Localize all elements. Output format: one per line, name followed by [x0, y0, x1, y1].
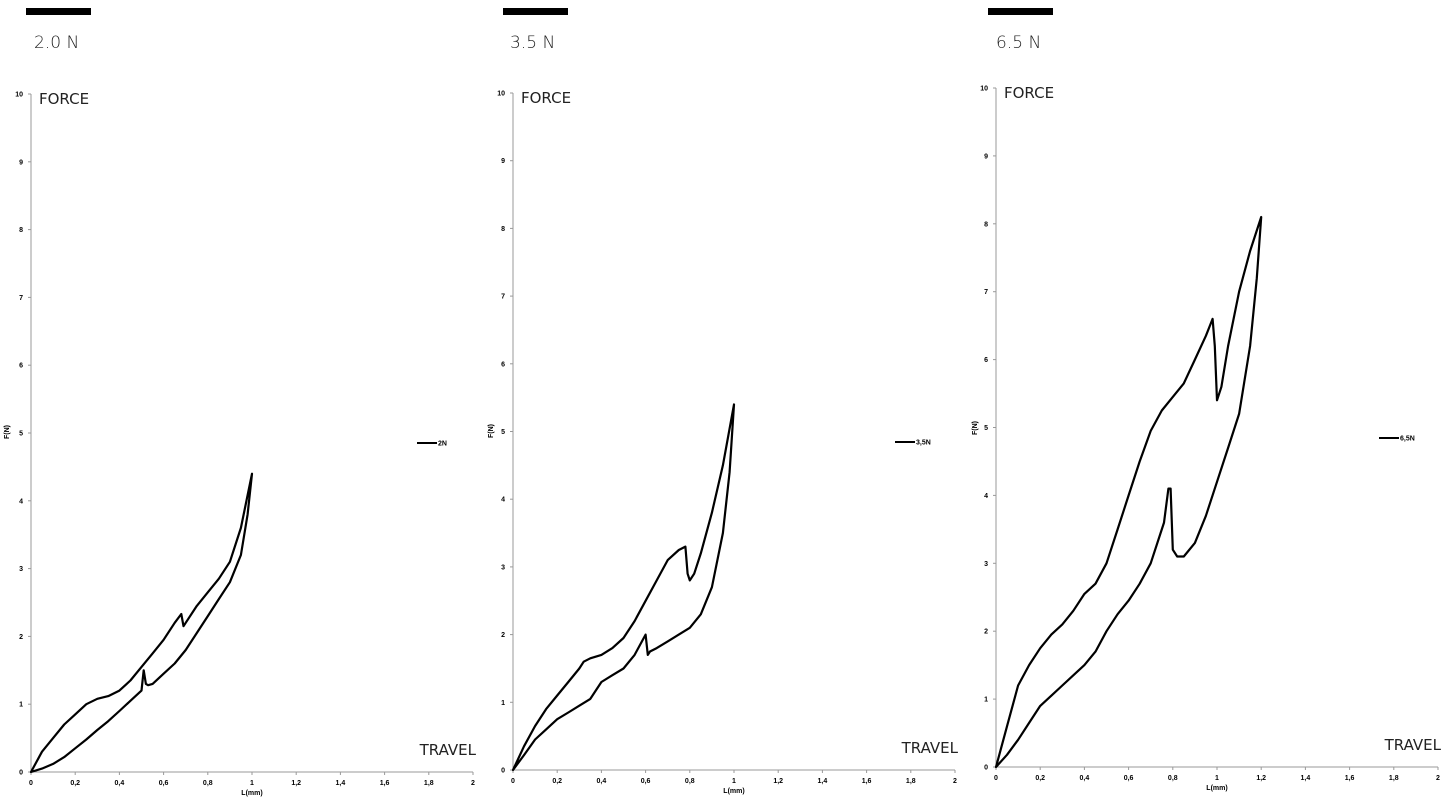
y-axis-label: F(N)	[4, 425, 11, 439]
y-tick-label: 2	[501, 632, 505, 639]
x-tick-label: 0,4	[597, 778, 607, 785]
force-label: FORCE	[1004, 84, 1054, 102]
y-tick-label: 2	[984, 629, 988, 636]
force-label: FORCE	[39, 90, 89, 108]
x-tick-label: 0,6	[641, 778, 651, 785]
force-travel-chart: 0 0,2 0,4 0,6 0,8 1 1,2 1,4 1,6 1,8 2 0 1 2 3 4 5 6 7 8 9 10 L…	[4, 90, 477, 797]
series-line	[29, 472, 254, 774]
y-tick-label: 0	[501, 768, 505, 775]
x-tick-label: 1,6	[1345, 775, 1355, 782]
x-tick-label: 1,8	[906, 778, 916, 785]
y-tick-label: 4	[984, 493, 988, 500]
y-tick-label: 4	[19, 498, 23, 505]
y-tick-label: 10	[15, 92, 23, 99]
y-tick-label: 5	[984, 425, 988, 432]
chart-panel-3: 6.5 N 0 0,2 0,4 0,6 0,8 1 1,2 1,4 1,6 1,8 2 0 1 2 3 4 5 6…	[968, 0, 1451, 798]
y-tick-label: 3	[984, 561, 988, 568]
chart-panel-2: 3.5 N 0 0,2 0,4 0,6 0,8 1 1,2 1,4 1,6 1,8 2 0 1 2 3 4 5 6…	[484, 0, 968, 798]
y-tick-label: 10	[497, 91, 505, 98]
x-tick-label: 1,4	[818, 778, 828, 785]
y-tick-label: 0	[984, 765, 988, 772]
y-tick-label: 8	[19, 227, 23, 234]
y-tick-label: 4	[501, 497, 505, 504]
y-tick-label: 6	[19, 363, 23, 370]
y-tick-label: 9	[501, 158, 505, 165]
x-tick-label: 1,2	[291, 780, 301, 787]
travel-label: TRAVEL	[1384, 736, 1442, 754]
x-tick-label: 1,2	[1256, 775, 1266, 782]
rating-bar	[988, 8, 1053, 15]
y-tick-label: 5	[501, 429, 505, 436]
x-tick-label: 1,2	[773, 778, 783, 785]
force-travel-chart: 0 0,2 0,4 0,6 0,8 1 1,2 1,4 1,6 1,8 2 0 1 2 3 4 5 6 7 8 9 10 L…	[972, 84, 1442, 792]
x-tick-label: 1	[250, 780, 254, 787]
x-tick-label: 1,6	[380, 780, 390, 787]
x-tick-label: 0,8	[685, 778, 695, 785]
rating-bar	[503, 8, 568, 15]
x-tick-label: 1,4	[336, 780, 346, 787]
y-tick-label: 1	[984, 697, 988, 704]
x-tick-label: 0,4	[1080, 775, 1090, 782]
x-tick-label: 0	[511, 778, 515, 785]
force-travel-chart: 0 0,2 0,4 0,6 0,8 1 1,2 1,4 1,6 1,8 2 0 1 2 3 4 5 6 7 8 9 10 L…	[488, 89, 959, 795]
x-tick-label: 1,8	[1389, 775, 1399, 782]
force-label: FORCE	[521, 89, 571, 107]
y-tick-label: 10	[980, 86, 988, 93]
x-tick-label: 0,2	[1035, 775, 1045, 782]
legend-label: 2N	[438, 441, 447, 448]
y-axis-label: F(N)	[488, 424, 495, 438]
y-tick-label: 7	[501, 294, 505, 301]
legend-label: 6,5N	[1400, 436, 1415, 443]
series-line	[511, 403, 736, 772]
travel-label: TRAVEL	[419, 741, 477, 759]
y-tick-label: 1	[501, 700, 505, 707]
x-tick-label: 2	[471, 780, 475, 787]
y-tick-label: 8	[984, 221, 988, 228]
y-tick-label: 1	[19, 702, 23, 709]
y-tick-label: 8	[501, 226, 505, 233]
x-tick-label: 1	[732, 778, 736, 785]
rating-label: 2.0 N	[34, 33, 80, 53]
x-tick-label: 1,6	[862, 778, 872, 785]
y-tick-label: 7	[984, 289, 988, 296]
x-tick-label: 0,6	[1124, 775, 1134, 782]
rating-label: 6.5 N	[996, 33, 1042, 53]
x-tick-label: 0,2	[70, 780, 80, 787]
x-tick-label: 1,8	[424, 780, 434, 787]
x-axis-label: L(mm)	[241, 790, 262, 797]
y-tick-label: 6	[984, 357, 988, 364]
y-tick-label: 2	[19, 634, 23, 641]
y-axis-label: F(N)	[972, 421, 979, 435]
y-tick-label: 7	[19, 295, 23, 302]
x-tick-label: 2	[1436, 775, 1440, 782]
x-axis-label: L(mm)	[1206, 785, 1227, 792]
y-tick-label: 9	[984, 153, 988, 160]
x-tick-label: 0,2	[552, 778, 562, 785]
x-axis-label: L(mm)	[723, 788, 744, 795]
travel-label: TRAVEL	[901, 739, 959, 757]
y-tick-label: 6	[501, 361, 505, 368]
x-tick-label: 0	[994, 775, 998, 782]
y-tick-label: 3	[19, 566, 23, 573]
x-tick-label: 0,4	[115, 780, 125, 787]
x-tick-label: 0	[29, 780, 33, 787]
x-tick-label: 0,8	[203, 780, 213, 787]
x-tick-label: 1	[1215, 775, 1219, 782]
y-tick-label: 5	[19, 431, 23, 438]
x-tick-label: 1,4	[1301, 775, 1311, 782]
legend-label: 3,5N	[916, 440, 931, 447]
y-tick-label: 3	[501, 564, 505, 571]
y-tick-label: 9	[19, 159, 23, 166]
x-tick-label: 0,8	[1168, 775, 1178, 782]
x-tick-label: 2	[953, 778, 957, 785]
chart-panel-1: 2.0 N 0 0,2 0,4 0,6 0,8 1 1,2 1,4 1,6 1,8 2 0 1 2 3 4 5 6…	[0, 0, 484, 798]
x-tick-label: 0,6	[159, 780, 169, 787]
series-line	[994, 215, 1263, 769]
y-tick-label: 0	[19, 770, 23, 777]
rating-label: 3.5 N	[510, 33, 556, 53]
rating-bar	[26, 8, 91, 15]
